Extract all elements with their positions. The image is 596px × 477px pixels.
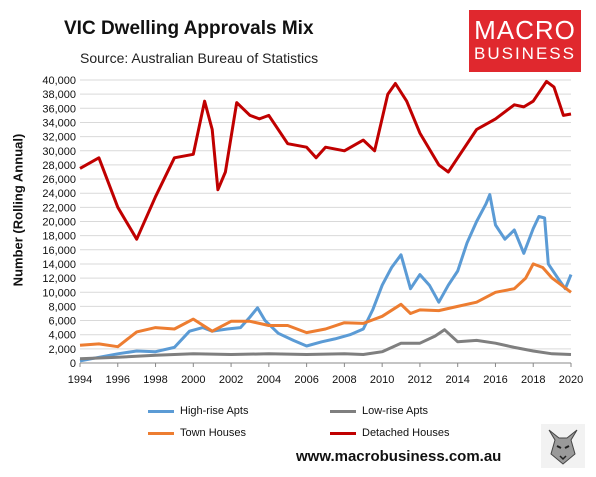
legend-label: Town Houses — [180, 427, 247, 439]
y-tick-label: 0 — [70, 358, 76, 370]
series-line-town-houses — [79, 262, 572, 349]
y-tick-label: 12,000 — [42, 273, 76, 285]
legend-swatch — [148, 409, 174, 413]
y-tick-label: 30,000 — [42, 146, 76, 158]
legend-item-detached: Detached Houses — [330, 427, 449, 439]
legend-label: High-rise Apts — [180, 405, 249, 417]
x-tick-label: 2006 — [294, 374, 318, 386]
legend-label: Detached Houses — [362, 427, 450, 439]
y-tick-label: 40,000 — [42, 75, 76, 87]
legend-item-high-rise: High-rise Apts — [148, 405, 248, 417]
y-tick-label: 18,000 — [42, 231, 76, 243]
x-tick-label: 1996 — [106, 374, 130, 386]
legend-label: Low-rise Apts — [362, 405, 429, 417]
y-tick-label: 10,000 — [42, 287, 76, 299]
x-tick-label: 2008 — [332, 374, 356, 386]
y-tick-label: 8,000 — [48, 301, 76, 313]
x-tick-label: 2012 — [408, 374, 432, 386]
chart-title: VIC Dwelling Approvals Mix — [64, 18, 314, 39]
wolf-icon — [541, 424, 585, 468]
x-tick-label: 2020 — [559, 374, 583, 386]
x-tick-label: 2000 — [181, 374, 205, 386]
series-line-low-rise-apts — [79, 328, 572, 361]
y-tick-label: 16,000 — [42, 245, 76, 257]
y-tick-label: 6,000 — [48, 316, 76, 328]
y-tick-label: 2,000 — [48, 344, 76, 356]
legend-swatch — [148, 431, 174, 435]
y-tick-label: 14,000 — [42, 259, 76, 271]
y-tick-label: 4,000 — [48, 330, 76, 342]
y-tick-label: 22,000 — [42, 202, 76, 214]
y-tick-label: 28,000 — [42, 160, 76, 172]
website-url[interactable]: www.macrobusiness.com.au — [296, 448, 502, 465]
x-tick-label: 1998 — [143, 374, 167, 386]
logo-line-1: MACRO — [474, 15, 576, 45]
chart-subtitle: Source: Australian Bureau of Statistics — [80, 50, 319, 66]
y-tick-label: 38,000 — [42, 89, 76, 101]
legend-item-low-rise: Low-rise Apts — [330, 405, 428, 417]
x-tick-label: 2002 — [219, 374, 243, 386]
y-tick-label: 26,000 — [42, 174, 76, 186]
legend-item-town-houses: Town Houses — [148, 427, 246, 439]
x-tick-label: 2010 — [370, 374, 394, 386]
logo-line-2: BUSINESS — [474, 44, 576, 63]
y-tick-label: 20,000 — [42, 217, 76, 229]
series-line-detached-houses — [79, 79, 572, 241]
y-tick-label: 32,000 — [42, 132, 76, 144]
x-tick-label: 1994 — [68, 374, 92, 386]
x-tick-label: 2018 — [521, 374, 545, 386]
macrobusiness-logo: MACRO BUSINESS — [469, 10, 581, 72]
legend-swatch — [330, 409, 356, 413]
x-tick-label: 2004 — [257, 374, 281, 386]
x-tick-label: 2016 — [483, 374, 507, 386]
x-tick-label: 2014 — [445, 374, 469, 386]
y-tick-label: 24,000 — [42, 188, 76, 200]
y-tick-label: 36,000 — [42, 103, 76, 115]
legend-swatch — [330, 431, 356, 435]
y-tick-label: 34,000 — [42, 117, 76, 129]
